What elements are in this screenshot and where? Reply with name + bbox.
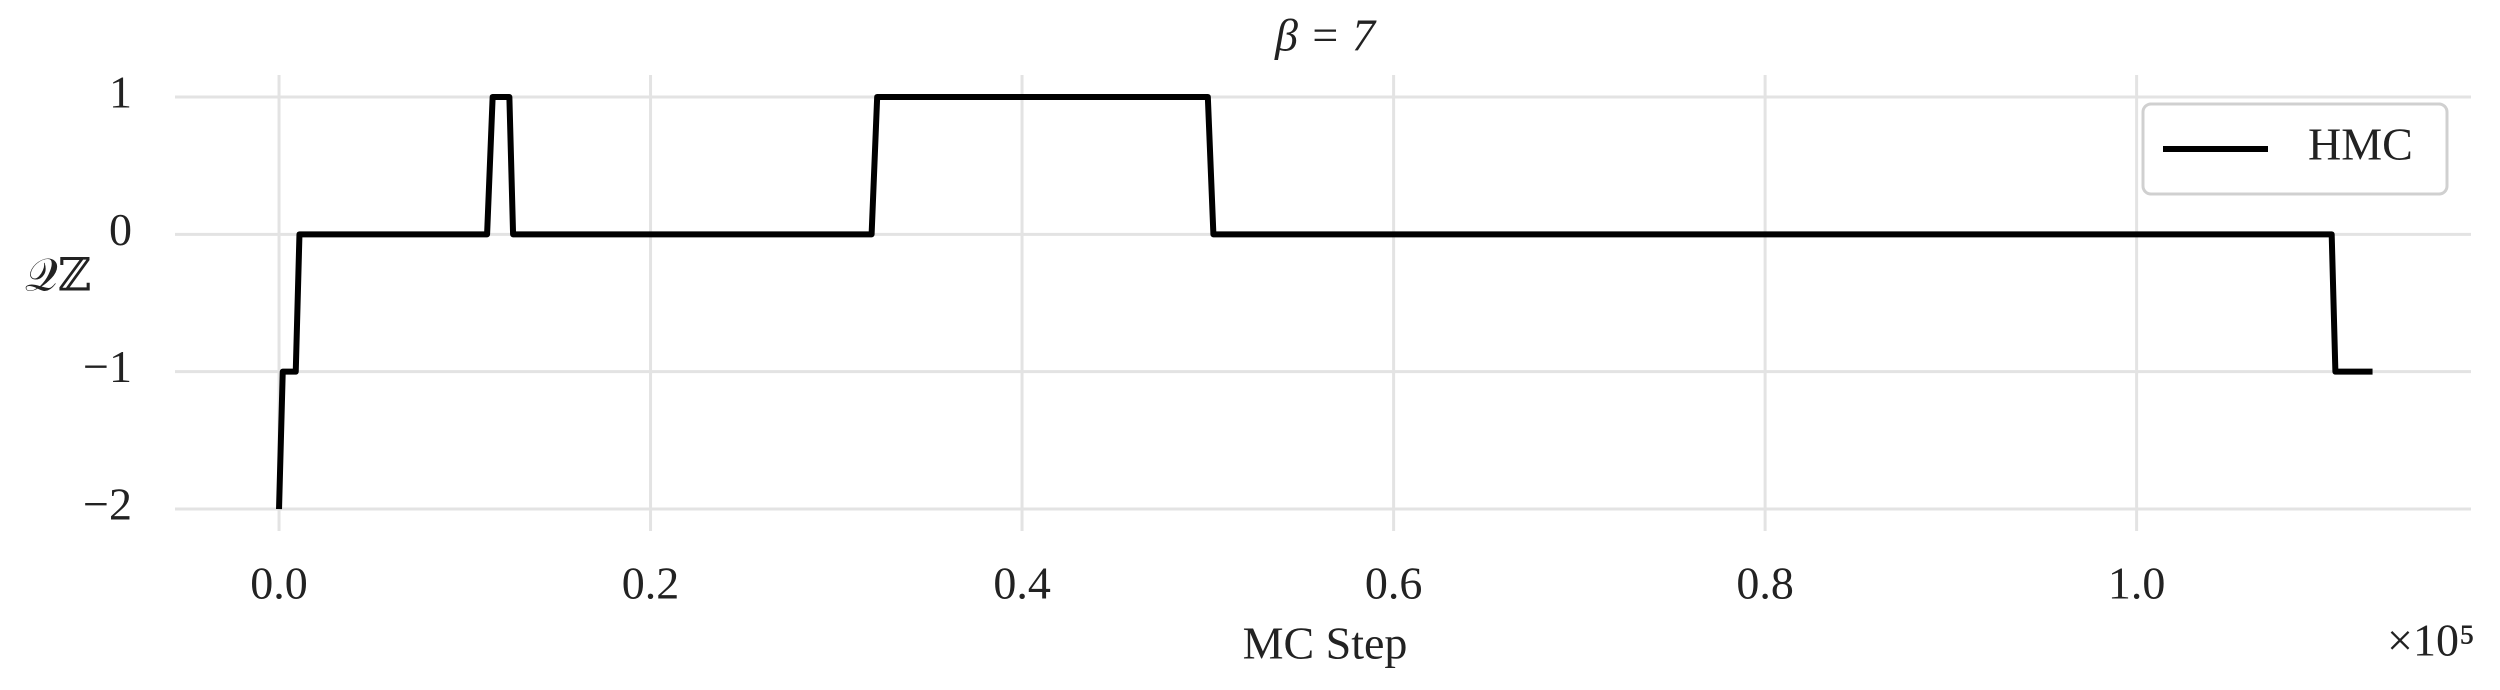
y-tick-label: −1 (83, 341, 132, 392)
x-tick-label: 0.8 (1736, 558, 1794, 609)
data-line (276, 93, 2373, 510)
x-offset-label: ×10⁵ (2387, 615, 2475, 666)
y-axis-label: 𝒬ℤ (25, 250, 92, 301)
x-axis-label: MC Step (1243, 618, 1408, 669)
x-tick-label: 0.0 (250, 558, 308, 609)
legend-box (2141, 102, 2449, 196)
x-tick-label: 0.2 (622, 558, 680, 609)
legend-label: HMC (2308, 119, 2413, 170)
x-tick-label: 1.0 (2108, 558, 2166, 609)
y-tick-label: 0 (109, 204, 132, 255)
x-tick-label: 0.6 (1365, 558, 1423, 609)
y-tick-label: −2 (83, 479, 132, 530)
x-tick-label: 0.4 (993, 558, 1051, 609)
chart-title: β = 7 (1274, 10, 1377, 61)
y-tick-label: 1 (109, 67, 132, 118)
